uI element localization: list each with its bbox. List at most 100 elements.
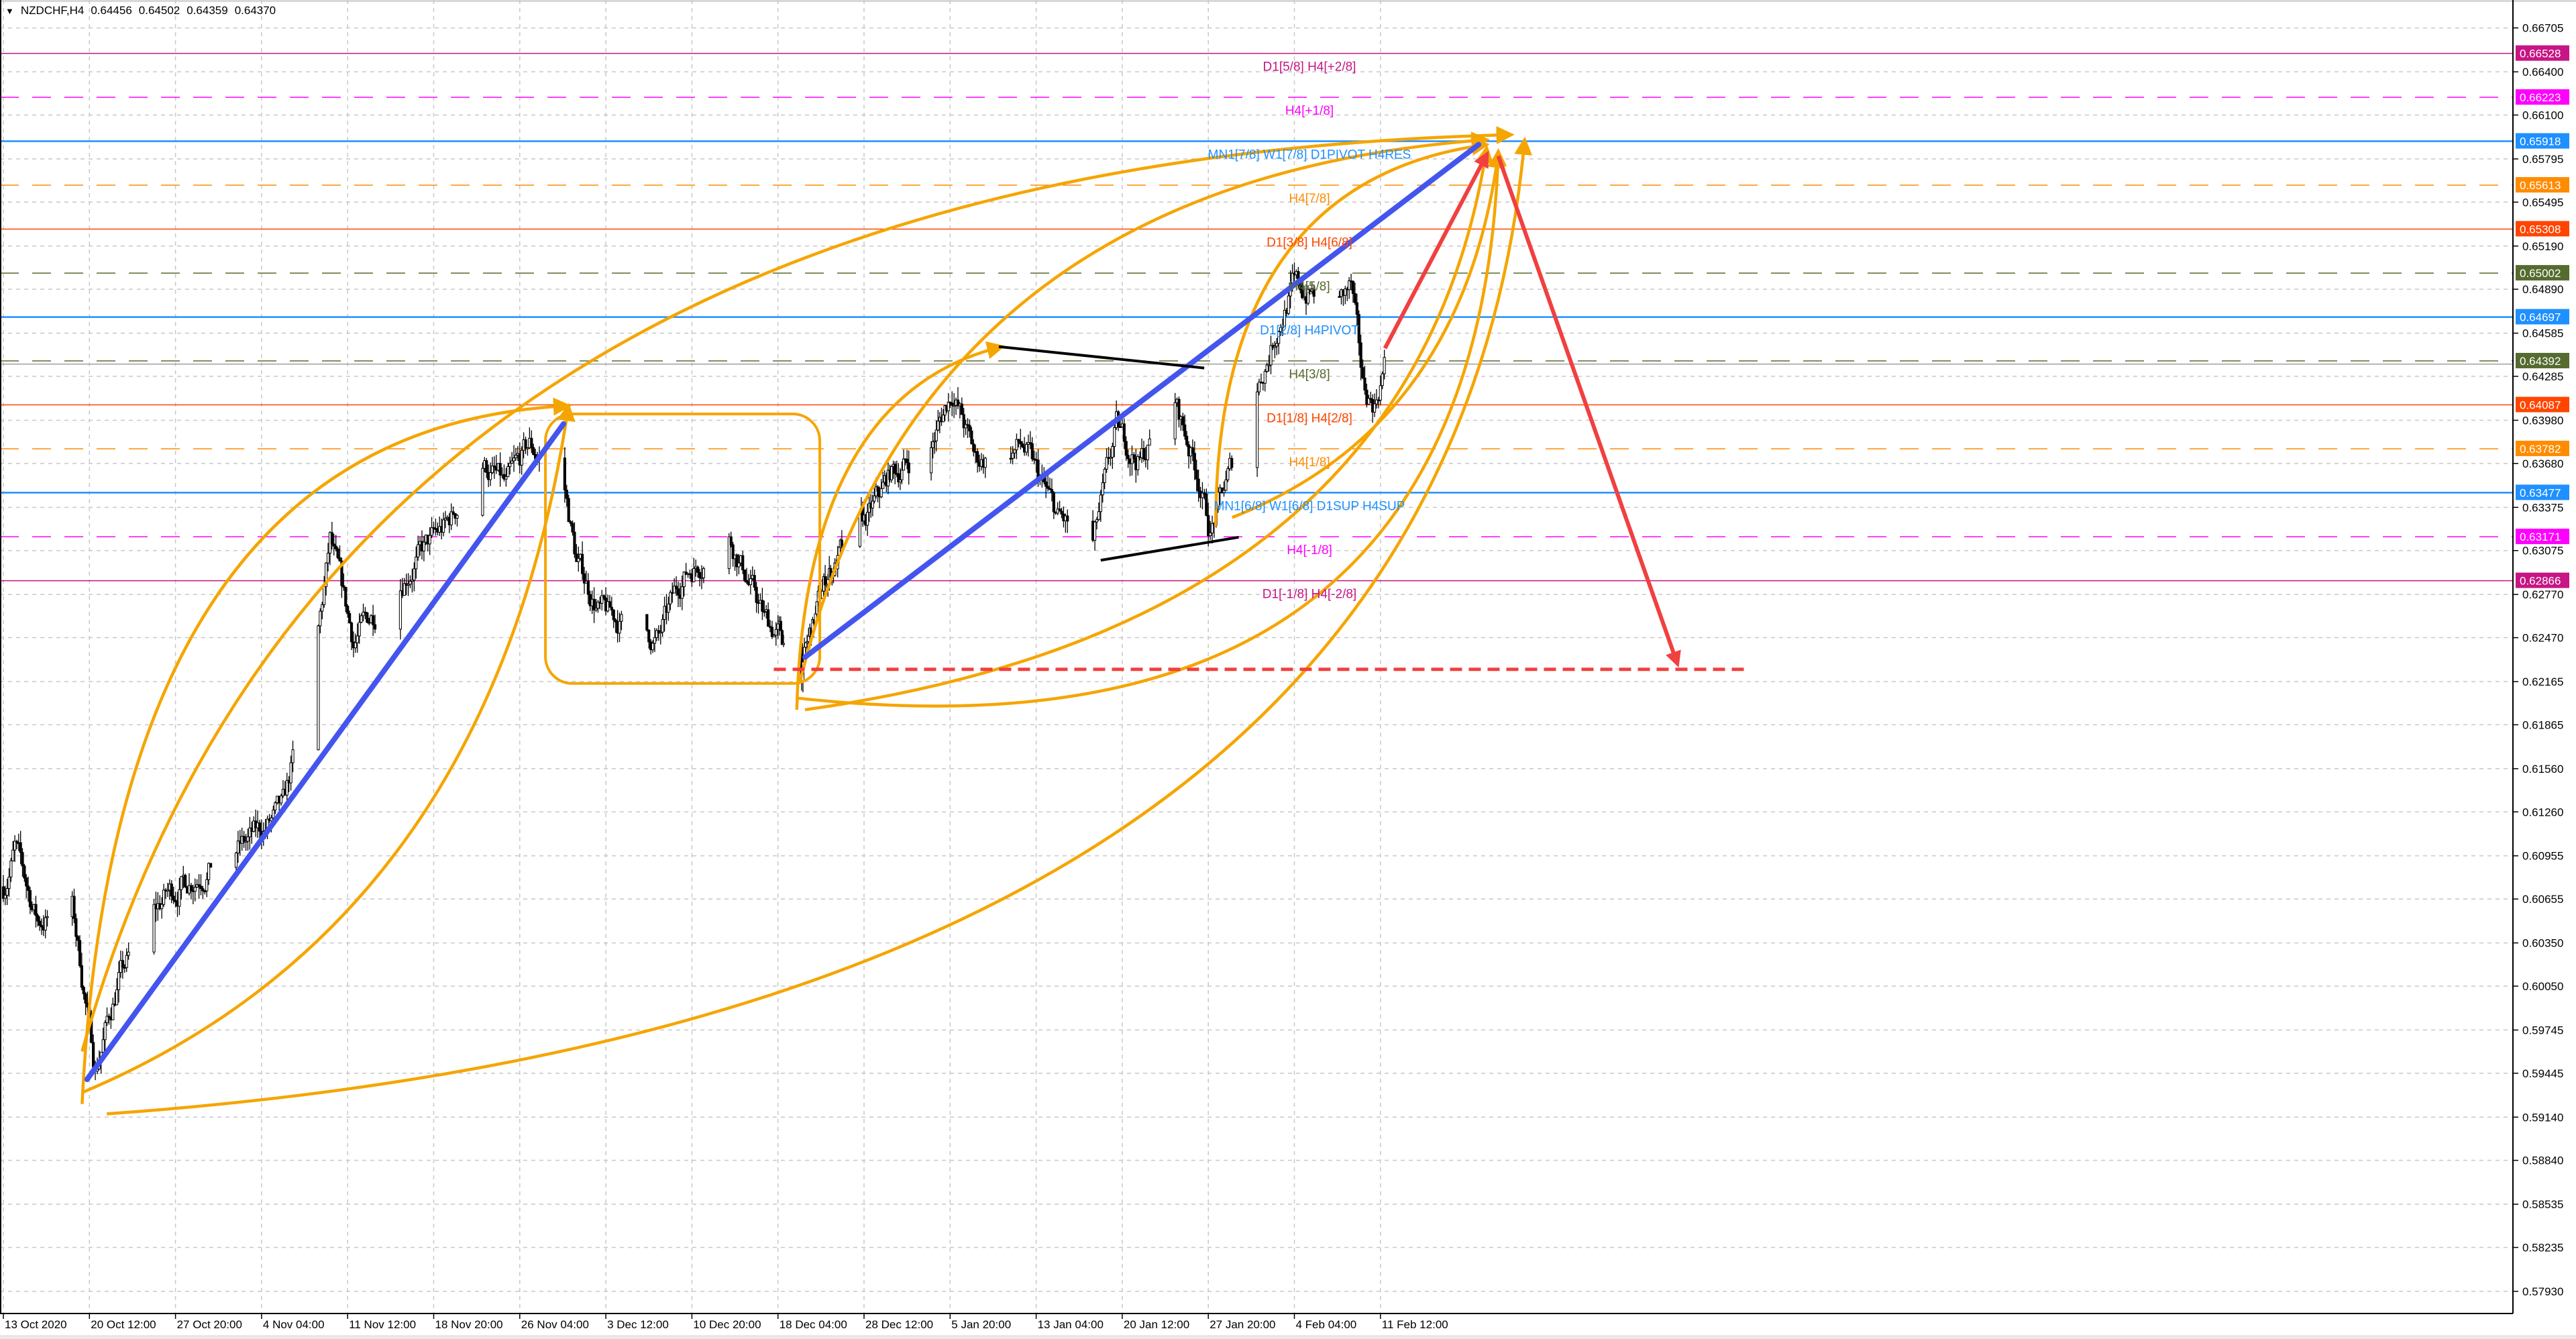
triangle-line bbox=[1100, 535, 1239, 562]
y-tick-label: 0.66100 bbox=[2522, 109, 2563, 121]
bull-candle bbox=[692, 568, 696, 582]
x-tick-label: 27 Oct 20:00 bbox=[177, 1318, 242, 1331]
bear-candle bbox=[172, 896, 175, 901]
bull-candle bbox=[488, 472, 492, 480]
bear-candle bbox=[972, 443, 975, 452]
bull-candle bbox=[321, 604, 324, 612]
bull-candle bbox=[871, 500, 874, 508]
bear-candle bbox=[565, 490, 568, 499]
bull-candle bbox=[274, 802, 277, 810]
bear-candle bbox=[1353, 293, 1356, 303]
bear-candle bbox=[1060, 511, 1063, 515]
chart-header: ▼ NZDCHF,H4 0.64456 0.64502 0.64359 0.64… bbox=[5, 4, 276, 17]
bear-candle bbox=[1195, 470, 1198, 480]
x-tick-label: 11 Nov 12:00 bbox=[349, 1318, 416, 1331]
bull-candle bbox=[1097, 511, 1101, 521]
y-tick-label: 0.64585 bbox=[2522, 327, 2563, 340]
bull-candle bbox=[506, 466, 510, 478]
bear-candle bbox=[197, 884, 201, 887]
price-tag-label: 0.63171 bbox=[2520, 531, 2561, 543]
bull-candle bbox=[1348, 280, 1351, 290]
bull-candle bbox=[180, 876, 183, 890]
bear-candle bbox=[876, 486, 879, 492]
bull-candle bbox=[737, 562, 741, 568]
bear-candle bbox=[174, 900, 177, 902]
bear-candle bbox=[485, 460, 488, 473]
bear-candle bbox=[15, 841, 19, 843]
bear-candle bbox=[107, 1016, 111, 1018]
bear-candle bbox=[970, 430, 973, 445]
bull-candle bbox=[1013, 449, 1016, 453]
bear-candle bbox=[592, 598, 596, 610]
bull-candle bbox=[1093, 521, 1097, 541]
bull-candle bbox=[430, 527, 433, 536]
bear-candle bbox=[696, 566, 700, 573]
bull-candle bbox=[207, 863, 211, 880]
bear-candle bbox=[1363, 377, 1366, 390]
price-tag bbox=[2516, 440, 2569, 456]
bull-candle bbox=[127, 951, 130, 956]
bull-candle bbox=[804, 642, 808, 648]
bull-candle bbox=[358, 622, 361, 637]
bull-candle bbox=[772, 635, 775, 637]
bear-candle bbox=[1124, 441, 1128, 456]
bear-candle bbox=[26, 886, 30, 891]
bear-candle bbox=[1126, 455, 1130, 460]
bear-candle bbox=[21, 852, 24, 867]
bear-candle bbox=[1205, 493, 1208, 516]
bull-candle bbox=[651, 643, 655, 651]
bull-candle bbox=[866, 512, 869, 526]
bull-candle bbox=[166, 890, 170, 892]
price-tag-label: 0.65002 bbox=[2520, 267, 2561, 280]
bull-candle bbox=[1015, 439, 1018, 450]
y-tick-label: 0.61560 bbox=[2522, 763, 2563, 775]
y-tick-label: 0.59445 bbox=[2522, 1067, 2563, 1080]
bear-candle bbox=[968, 425, 971, 431]
bull-candle bbox=[727, 536, 731, 570]
dropdown-triangle-icon[interactable]: ▼ bbox=[5, 5, 14, 16]
y-tick-label: 0.62165 bbox=[2522, 676, 2563, 688]
bull-candle bbox=[422, 541, 426, 551]
y-tick-label: 0.66400 bbox=[2522, 66, 2563, 78]
bull-candle bbox=[1113, 427, 1116, 447]
drawings bbox=[80, 125, 1745, 1116]
bull-candle bbox=[1267, 364, 1271, 366]
arc-curve bbox=[804, 144, 1494, 712]
bear-candle bbox=[1197, 478, 1200, 492]
bear-candle bbox=[698, 572, 702, 578]
arc-curve bbox=[795, 341, 1006, 710]
bear-candle bbox=[645, 614, 649, 631]
bear-candle bbox=[1357, 314, 1360, 343]
bull-candle bbox=[1273, 345, 1277, 348]
bear-candle bbox=[684, 572, 688, 575]
bull-candle bbox=[193, 887, 197, 892]
level-label: D1[5/8] H4[+2/8] bbox=[1263, 60, 1356, 74]
consolidation-box bbox=[544, 413, 822, 685]
bear-candle bbox=[492, 465, 496, 468]
level-label: H4[3/8] bbox=[1289, 368, 1330, 382]
bull-candle bbox=[362, 611, 365, 617]
bull-candle bbox=[285, 780, 288, 796]
bear-candle bbox=[569, 521, 572, 524]
arc-curve bbox=[1214, 138, 1490, 526]
bull-candle bbox=[1210, 523, 1214, 533]
bull-candle bbox=[205, 879, 209, 892]
bear-candle bbox=[189, 885, 193, 892]
bear-candle bbox=[735, 554, 739, 568]
y-tick-label: 0.65495 bbox=[2522, 196, 2563, 209]
bear-candle bbox=[74, 918, 78, 937]
bull-candle bbox=[504, 476, 508, 480]
bear-candle bbox=[567, 498, 570, 523]
bear-candle bbox=[1369, 398, 1373, 400]
bear-candle bbox=[1207, 515, 1210, 537]
bull-candle bbox=[655, 630, 659, 638]
bear-candle bbox=[1185, 435, 1189, 445]
grid bbox=[0, 0, 2513, 1314]
bull-candle bbox=[1101, 482, 1104, 496]
bear-candle bbox=[1355, 302, 1358, 315]
price-tag bbox=[2516, 265, 2569, 281]
bear-candle bbox=[201, 888, 205, 892]
bear-candle bbox=[907, 462, 910, 474]
